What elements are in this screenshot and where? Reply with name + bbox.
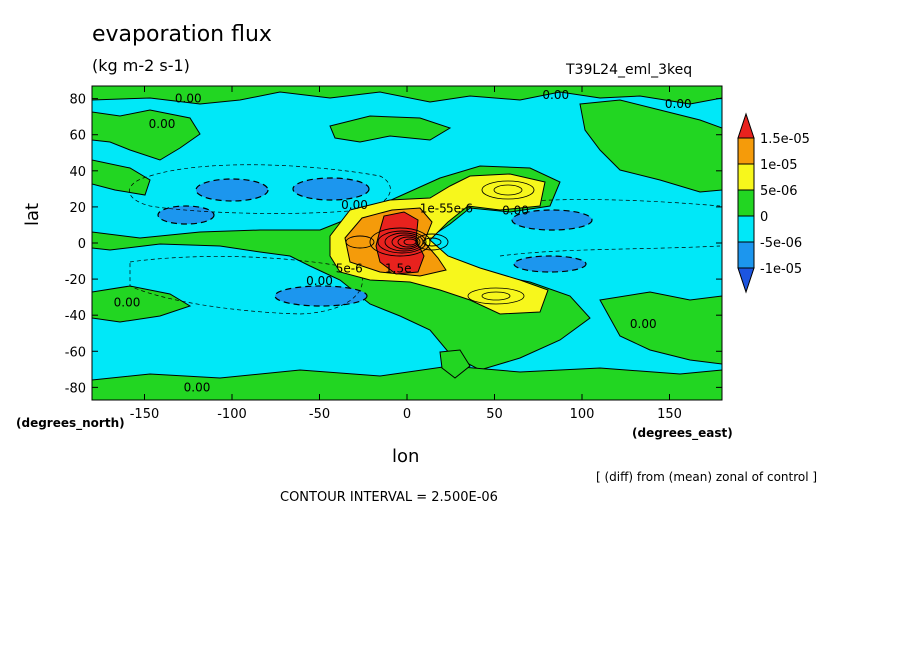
chart-units: (kg m-2 s-1) xyxy=(92,56,190,75)
x-tick-label: 50 xyxy=(486,407,503,422)
contour-label: 0.00 xyxy=(341,198,368,212)
contour-label: 0.00 xyxy=(665,97,692,111)
colorbar-label: -1e-05 xyxy=(760,262,802,277)
x-tick-label: -150 xyxy=(130,407,160,422)
colorbar-label: -5e-06 xyxy=(760,236,802,251)
contour-label: 5e-6 xyxy=(336,261,363,275)
x-axis-label: lon xyxy=(392,446,420,467)
contour-label: 0.00 xyxy=(542,88,569,102)
x-axis-units: (degrees_east) xyxy=(632,426,733,440)
chart-title: evaporation flux xyxy=(92,22,272,47)
y-tick-label: 20 xyxy=(69,201,86,216)
y-tick-label: -20 xyxy=(65,273,86,288)
x-tick-label: -100 xyxy=(217,407,247,422)
x-tick-label: 0 xyxy=(403,407,411,422)
moderate-maxima xyxy=(329,173,549,315)
negative-minima xyxy=(157,177,593,307)
y-tick-label: 60 xyxy=(69,129,86,144)
axes: -150 -100 -50 0 50 100 150 -80 -60 -40 -20 0 20 40 60 8… xyxy=(65,86,722,422)
y-tick-label: 0 xyxy=(78,237,86,252)
core-contours xyxy=(345,227,449,257)
run-label: T39L24_eml_3keq xyxy=(566,62,693,78)
y-tick-label: -40 xyxy=(65,309,86,324)
y-tick-label: -80 xyxy=(65,381,86,396)
difference-note: [ (diff) from (mean) zonal of control ] xyxy=(596,470,818,484)
contour-label: 0.00 xyxy=(175,92,202,106)
contour-label: 0.00 xyxy=(184,380,211,394)
colorbar-bin xyxy=(737,163,755,191)
y-axis-units: (degrees_north) xyxy=(16,416,125,430)
x-tick-label: -50 xyxy=(309,407,330,422)
colorbar-max-arrow xyxy=(737,112,755,139)
contour-label: 0.00 xyxy=(149,117,176,131)
contour-interval: CONTOUR INTERVAL = 2.500E-06 xyxy=(280,490,498,505)
colorbar-bin xyxy=(737,215,755,243)
y-tick-label: 80 xyxy=(69,93,86,108)
x-tick-label: 100 xyxy=(570,407,595,422)
contour-label: 5e-6 xyxy=(446,202,473,216)
contour-label: 1.5e xyxy=(385,261,411,275)
colorbar-label: 1e-05 xyxy=(760,158,798,173)
colorbar-bin xyxy=(737,189,755,217)
y-tick-label: -60 xyxy=(65,345,86,360)
contour-label: 0.00 xyxy=(114,296,141,310)
colorbar: 1.5e-05 1e-05 5e-06 0 -5e-06 -1e-05 xyxy=(737,112,810,294)
contour-label: 0.00 xyxy=(502,204,529,218)
colorbar-bin xyxy=(737,241,755,269)
colorbar-label: 5e-06 xyxy=(760,184,798,199)
peak-maximum xyxy=(375,211,425,275)
colorbar-label: 0 xyxy=(760,210,768,225)
x-tick-label: 150 xyxy=(657,407,682,422)
contour-label: 1e-5 xyxy=(420,202,447,216)
colorbar-label: 1.5e-05 xyxy=(760,132,810,147)
contour-label: 0.00 xyxy=(306,274,333,288)
contour-labels: 0.00 0.00 0.00 0.00 0.00 0.00 0.00 0.00 0.00 0.00… xyxy=(114,88,692,394)
contour-label: 0.00 xyxy=(630,317,657,331)
colorbar-min-arrow xyxy=(737,267,755,294)
y-axis-label: lat xyxy=(22,202,43,226)
positive-contours xyxy=(467,180,535,305)
y-tick-label: 40 xyxy=(69,165,86,180)
colorbar-bin xyxy=(737,137,755,165)
